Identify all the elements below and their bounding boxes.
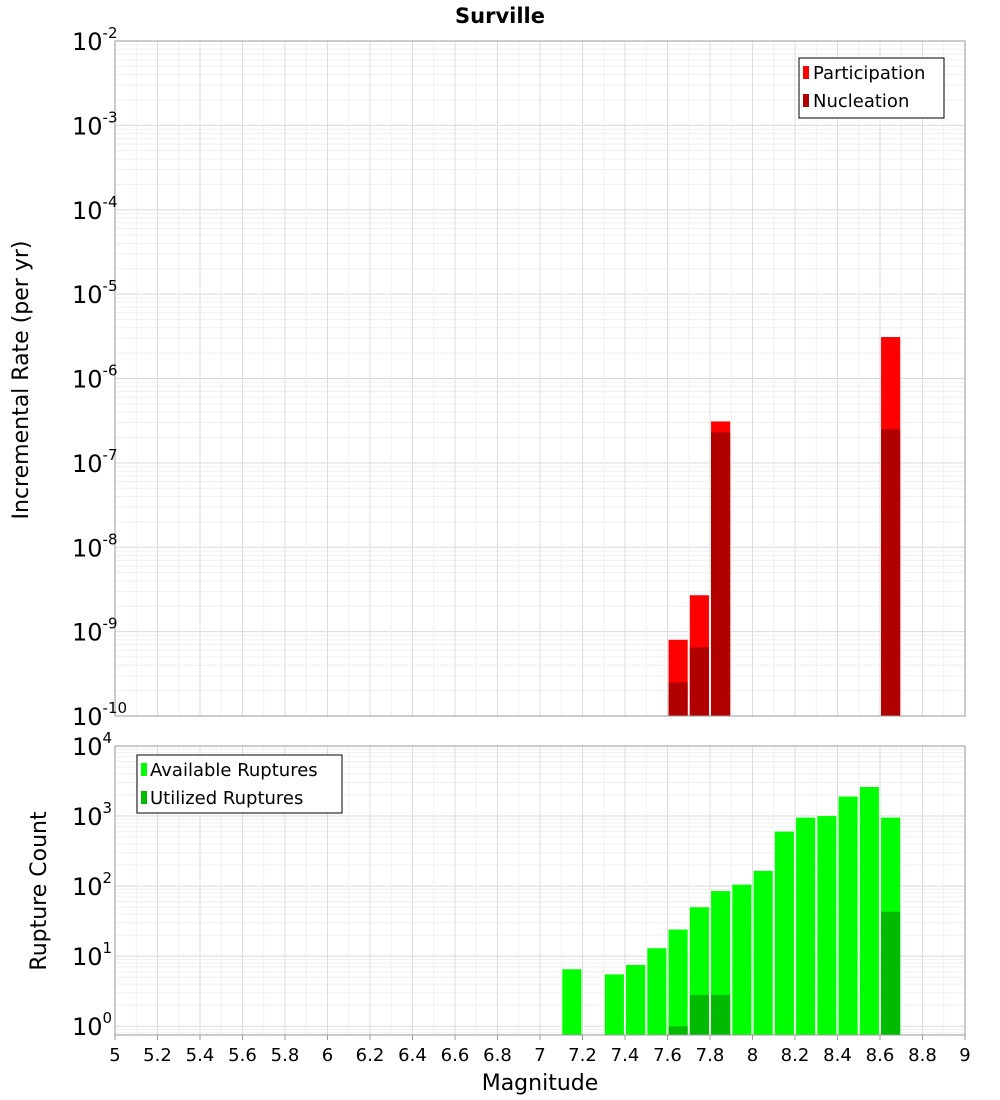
top-bar-nucleation [668, 682, 688, 716]
legend-label-participation: Participation [813, 63, 925, 84]
bottom-plot-bars [562, 786, 901, 1035]
chart-title: Surville [455, 4, 545, 28]
bottom-bar-available-ruptures [796, 817, 816, 1035]
bottom-y-tick-label: 102 [72, 869, 112, 901]
bottom-y-tick-label: 101 [72, 939, 112, 971]
legend-swatch-available-ruptures [141, 763, 147, 776]
legend-swatch-utilized-ruptures [141, 791, 147, 804]
x-axis-ticks: 5 5.2 5.4 5.6 5.8 6 6.2 6.4 6.6 6.8 7 7.2 7.4 7.6 7.8 8… [109, 1035, 971, 1066]
legend-label-utilized-ruptures: Utilized Ruptures [150, 788, 303, 809]
bottom-y-tick-label: 100 [72, 1009, 112, 1041]
top-y-tick-label: 10-3 [72, 108, 118, 140]
bottom-bar-available-ruptures [838, 796, 858, 1035]
legend-swatch-participation [803, 66, 809, 79]
x-tick-label: 6.6 [441, 1045, 470, 1066]
top-plot-bars [668, 337, 901, 716]
bottom-bar-available-ruptures [626, 964, 646, 1035]
bottom-y-axis-label: Rupture Count [27, 811, 52, 971]
legend-label-available-ruptures: Available Ruptures [150, 760, 318, 781]
x-tick-label: 6 [322, 1045, 333, 1066]
top-plot-grid [114, 40, 966, 717]
x-tick-label: 7 [534, 1045, 545, 1066]
top-bar-nucleation [711, 432, 731, 716]
top-y-tick-label: 10-9 [72, 615, 118, 647]
x-tick-label: 5.6 [228, 1045, 257, 1066]
x-tick-label: 5.2 [143, 1045, 172, 1066]
top-y-tick-label: 10-2 [72, 24, 118, 56]
x-tick-label: 6.2 [356, 1045, 385, 1066]
x-tick-label: 7.8 [696, 1045, 725, 1066]
bottom-bar-available-ruptures [562, 969, 582, 1035]
top-bar-nucleation [881, 429, 901, 716]
bottom-legend: Available Ruptures Utilized Ruptures [136, 754, 343, 814]
x-tick-label: 5.4 [186, 1045, 215, 1066]
top-y-axis-ticks: 10-10 10-9 10-8 10-7 10-6 10-5 10-4 10-3 10-2 [72, 24, 127, 731]
x-tick-label: 8.2 [781, 1045, 810, 1066]
top-legend-box [798, 57, 945, 119]
bottom-y-tick-label: 104 [72, 729, 112, 761]
x-tick-label: 6.4 [398, 1045, 427, 1066]
top-y-tick-label: 10-6 [72, 362, 118, 394]
bottom-bar-available-ruptures [668, 929, 688, 1035]
x-tick-label: 7.6 [653, 1045, 682, 1066]
bottom-bar-available-ruptures [774, 831, 794, 1035]
x-tick-label: 6.8 [483, 1045, 512, 1066]
bottom-bar-available-ruptures [817, 816, 837, 1035]
x-tick-label: 8 [747, 1045, 758, 1066]
x-tick-label: 7.4 [611, 1045, 640, 1066]
bottom-y-tick-label: 103 [72, 799, 112, 831]
x-tick-label: 5 [109, 1045, 120, 1066]
top-bar-nucleation [689, 647, 709, 716]
top-y-tick-label: 10-10 [72, 699, 127, 731]
legend-swatch-nucleation [803, 94, 809, 107]
bottom-bar-available-ruptures [859, 786, 879, 1035]
bottom-bar-utilized-ruptures [881, 911, 901, 1035]
bottom-bar-available-ruptures [753, 870, 773, 1035]
x-tick-label: 7.2 [568, 1045, 597, 1066]
bottom-bar-utilized-ruptures [689, 994, 709, 1035]
bottom-bar-available-ruptures [732, 884, 752, 1035]
top-y-axis-label: Incremental Rate (per yr) [9, 241, 34, 520]
bottom-legend-box [136, 754, 343, 814]
top-plot-frame [114, 40, 966, 717]
bottom-bar-available-ruptures [604, 974, 624, 1035]
top-y-tick-label: 10-8 [72, 530, 118, 562]
top-y-tick-label: 10-5 [72, 277, 118, 309]
x-axis-label: Magnitude [482, 1071, 599, 1096]
x-tick-label: 8.8 [908, 1045, 937, 1066]
x-tick-label: 8.6 [866, 1045, 895, 1066]
bottom-bar-utilized-ruptures [668, 1026, 688, 1035]
bottom-bar-utilized-ruptures [711, 994, 731, 1035]
bottom-y-axis-ticks: 100 101 102 103 104 [72, 729, 112, 1041]
x-tick-label: 5.8 [271, 1045, 300, 1066]
top-legend: Participation Nucleation [798, 57, 945, 119]
x-tick-label: 9 [959, 1045, 970, 1066]
top-y-tick-label: 10-7 [72, 446, 118, 478]
x-tick-label: 8.4 [823, 1045, 852, 1066]
legend-label-nucleation: Nucleation [813, 91, 909, 112]
bottom-bar-available-ruptures [647, 948, 667, 1035]
top-y-tick-label: 10-4 [72, 193, 118, 225]
